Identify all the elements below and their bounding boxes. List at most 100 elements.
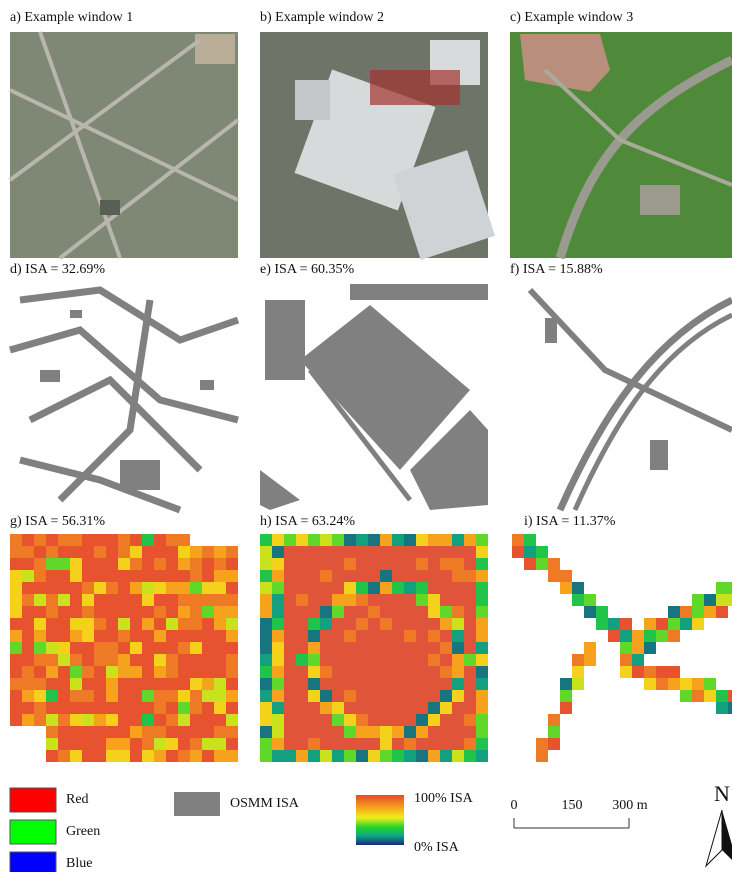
isa-cell (94, 726, 106, 738)
isa-cell (260, 678, 272, 690)
isa-cell (58, 630, 70, 642)
isa-cell (332, 726, 344, 738)
isa-cell (512, 534, 524, 546)
isa-cell (392, 654, 404, 666)
isa-cell (94, 546, 106, 558)
isa-cell (440, 726, 452, 738)
isa-cell (548, 738, 560, 750)
isa-cell (452, 582, 464, 594)
isa-cell (416, 570, 428, 582)
isa-cell (130, 738, 142, 750)
isa-cell (154, 546, 166, 558)
isa-cell (308, 582, 320, 594)
isa-cell (404, 558, 416, 570)
isa-cell (70, 738, 82, 750)
isa-cell (452, 750, 464, 762)
isa-cell (632, 630, 644, 642)
isa-cell (320, 534, 332, 546)
isa-cell (226, 606, 238, 618)
isa-cell (10, 534, 22, 546)
isa-cell (392, 714, 404, 726)
isa-cell (260, 690, 272, 702)
isa-cell (46, 582, 58, 594)
isa-cell (82, 654, 94, 666)
isa-cell (308, 534, 320, 546)
isa-cell (428, 582, 440, 594)
isa-cell (404, 534, 416, 546)
isa-cell (190, 666, 202, 678)
isa-cell (380, 570, 392, 582)
isa-cell (214, 738, 226, 750)
isa-cell (320, 714, 332, 726)
isa-cell (226, 750, 238, 762)
isa-cell (142, 738, 154, 750)
isa-cell (368, 534, 380, 546)
isa-cell (226, 654, 238, 666)
isa-cell (284, 570, 296, 582)
isa-cell (716, 690, 728, 702)
isa-cell (46, 618, 58, 630)
isa-cell (58, 642, 70, 654)
isa-cell (272, 714, 284, 726)
isa-cell (46, 546, 58, 558)
isa-cell (190, 714, 202, 726)
isa-cell (178, 726, 190, 738)
isa-cell (58, 666, 70, 678)
isa-cell (190, 654, 202, 666)
isa-cell (476, 534, 488, 546)
isa-cell (106, 678, 118, 690)
isa-cell (22, 690, 34, 702)
isa-cell (452, 714, 464, 726)
isa-cell (476, 570, 488, 582)
isa-cell (356, 618, 368, 630)
isa-cell (154, 750, 166, 762)
isa-cell (118, 726, 130, 738)
isa-cell (320, 666, 332, 678)
isa-cell (226, 618, 238, 630)
isa-cell (440, 594, 452, 606)
isa-cell (154, 534, 166, 546)
isa-cell (296, 546, 308, 558)
isa-cell (34, 666, 46, 678)
isa-cell (46, 678, 58, 690)
isa-cell (214, 546, 226, 558)
isa-cell (22, 606, 34, 618)
isa-cell (106, 570, 118, 582)
isa-cell (272, 666, 284, 678)
isa-cell (464, 714, 476, 726)
isa-cell (142, 594, 154, 606)
isa-cell (130, 546, 142, 558)
isa-cell (10, 654, 22, 666)
isa-cell (368, 654, 380, 666)
isa-cell (118, 702, 130, 714)
isa-cell (284, 594, 296, 606)
isa-cell (416, 534, 428, 546)
isa-cell (178, 690, 190, 702)
isa-cell (94, 534, 106, 546)
isa-cell (58, 654, 70, 666)
isa-cell (704, 606, 716, 618)
isa-cell (154, 618, 166, 630)
isa-cell (440, 666, 452, 678)
isa-cell (404, 546, 416, 558)
isa-cell (404, 582, 416, 594)
isa-cell (296, 738, 308, 750)
isa-cell (464, 618, 476, 630)
isa-cell (94, 714, 106, 726)
legend-label: Green (66, 824, 100, 839)
isa-cell (476, 618, 488, 630)
isa-cell (154, 726, 166, 738)
isa-cell (154, 594, 166, 606)
isa-cell (130, 606, 142, 618)
isa-cell (272, 678, 284, 690)
isa-cell (668, 678, 680, 690)
isa-cell (428, 690, 440, 702)
isa-cell (130, 678, 142, 690)
isa-cell (692, 618, 704, 630)
isa-cell (416, 750, 428, 762)
isa-cell (380, 558, 392, 570)
isa-cell (476, 678, 488, 690)
isa-cell (632, 666, 644, 678)
isa-cell (58, 618, 70, 630)
isa-cell (404, 738, 416, 750)
